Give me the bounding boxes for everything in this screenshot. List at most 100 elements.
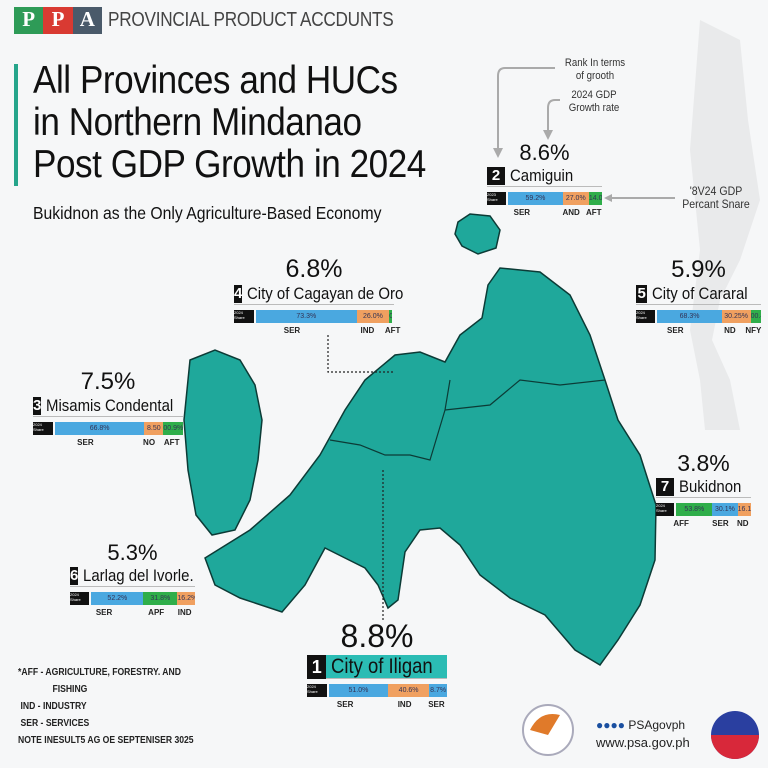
bar-segment-aft: 00.9% [163,422,183,435]
region-name: Camiguin [510,166,574,185]
page-title: All Provinces and HUCs in Northern Minda… [33,60,426,186]
bar-segment-apf: 31.8% [143,592,178,605]
bar-segment-label: SER [336,700,354,709]
legend-item: FISHING [52,683,88,695]
arrowhead [493,148,503,158]
bar-segment-ser: 66.8% [55,422,145,435]
gdp-share-bar: 2024 Share 66.8% 8.50 00.9% [33,422,183,435]
bar-segment-aff: 53.8% [676,503,713,516]
social-icons: ●●●● [596,718,625,732]
bar-labels: SER AND AFT [487,208,602,217]
region-name-row: 7 Bukidnon [656,477,751,498]
bar-labels: SER IND SER [307,700,447,709]
header-title: PROVINCIAL PRODUCT ACCDUNTS [108,9,394,31]
share-year-tag: 2024 Share [70,592,90,605]
bar-segment-ser: 68.3% [657,310,722,323]
region-label: 7.5% 3 Misamis Condental 2024 Share 66.8%… [33,368,183,447]
legend-item: *AFF - AGRICULTURE, FORESTRY. AND [18,666,181,678]
logo-letter: P [43,7,73,34]
background-landmass-silhouette [690,20,760,430]
psa-seal-emblem [530,714,560,735]
rank-badge: 2 [487,167,505,185]
bar-segment-label: SER [513,208,531,217]
rank-badge: 6 [70,567,79,585]
mainland-region [204,267,657,666]
bar-segment-label: SER [667,326,684,335]
bagong-pilipinas-logo-red [711,735,759,759]
region-label: 8.6% 2 Camiguin 2023 Share 59.2% 27.0% 14.0… [487,140,603,217]
legend: *AFF - AGRICULTURE, FORESTRY. AND FISHIN… [18,664,194,749]
bar-segment-aft: 14.0% [588,192,603,205]
legend-item: IND - INDUSTRY [20,700,87,712]
callout-arrow-rank [497,67,555,150]
bar-segment-label: AFT [163,438,180,447]
callout-rank: Rank In terms of grooth [564,57,626,82]
bar-segment-label: IND [360,326,375,335]
share-year-tag: 2023 Share [487,192,507,205]
region-label: 5.3% 6 Larlag del Ivorle. 2024 Share 52.2… [70,540,195,617]
region-name-row: 2 Camiguin [487,166,602,187]
camiguin-island [454,213,501,255]
rank-badge: 5 [636,285,648,303]
page-subtitle: Bukidnon as the Only Agriculture-Based E… [33,203,382,223]
region-name: Bukidnon [679,477,742,496]
region-name: City of Cagayan de Oro [247,284,404,303]
share-year-tag: 2024 Share [656,503,675,516]
bar-segment-label: NO [143,438,156,447]
bar-segment-ind: 26.0% [356,310,390,323]
bar-segment-label: APF [148,608,165,617]
leader-line-cagayan [327,335,395,373]
bar-segment-ser: 73.3% [256,310,357,323]
region-label: 3.8% 7 Bukidnon 2024 Share 53.8% 30.1% 16.1… [656,450,752,528]
bar-labels: SER ND NFY [636,326,761,335]
bar-segment-ind: 16.2% [177,592,195,605]
social-handle-text: PSAgovph [628,718,686,732]
bar-segment-ser: 30.1% [712,503,738,516]
bar-segment-nfy: 00.46 [750,310,761,323]
share-year-tag: 2024 Share [636,310,656,323]
bar-segment-label: AND [562,208,580,217]
region-name: Larlag del Ivorle. [83,566,194,585]
rank-badge: 1 [307,654,327,679]
province-borders [329,379,606,461]
bar-segment-ind: 40.6% [387,684,430,697]
bar-labels: AFF SER ND [656,519,751,528]
bar-segment-ind: 30.25% [721,310,751,323]
bar-segment-no: 8.50 [144,422,164,435]
website-link[interactable]: www.psa.gov.ph [596,735,690,750]
region-name-row: 6 Larlag del Ivorle. [70,566,195,587]
logo-letter: P [14,7,44,34]
bar-segment-ser: 52.2% [91,592,144,605]
bar-segment-ser: 8.7% [429,684,447,697]
bar-segment-label: IND [177,608,192,617]
region-label: 5.9% 5 City of Cararal 2024 Share 68.3% 30… [636,256,761,335]
arrowhead [604,194,612,202]
bar-segment-label: SER [283,326,301,335]
bar-segment-label: SER [95,608,113,617]
bar-segment-ind: 27.0% [562,192,589,205]
title-line: All Provinces and HUCs [33,59,398,102]
rank-badge: 3 [33,397,42,415]
share-year-tag: 2024 Share [33,422,53,435]
bar-segment-nd: 16.1% [737,503,752,516]
gdp-share-bar: 2024 Share 51.0% 40.6% 8.7% [307,684,447,697]
bar-segment-label: AFT [585,208,602,217]
social-handle[interactable]: ●●●● PSAgovph [596,718,685,732]
bar-segment-label: SER [712,519,729,528]
bar-segment-label: SER [77,438,94,447]
callout-growth: 2024 GDP Growth rate [568,89,620,114]
region-name-row: 1 City of Iligan [307,654,447,679]
bar-labels: SER NO AFT [33,438,183,447]
region-name-row: 5 City of Cararal [636,284,761,305]
growth-rate: 5.9% [671,256,726,283]
callout-share: '8V24 GDP Percant Snare [682,184,750,211]
region-name: City of Cararal [652,284,748,303]
growth-rate: 3.8% [677,450,730,476]
legend-item: SER - SERVICES [20,717,90,729]
bar-segment-label: NFY [745,326,762,335]
growth-rate: 7.5% [80,368,136,395]
bar-labels: SER IND AFT [234,326,401,335]
